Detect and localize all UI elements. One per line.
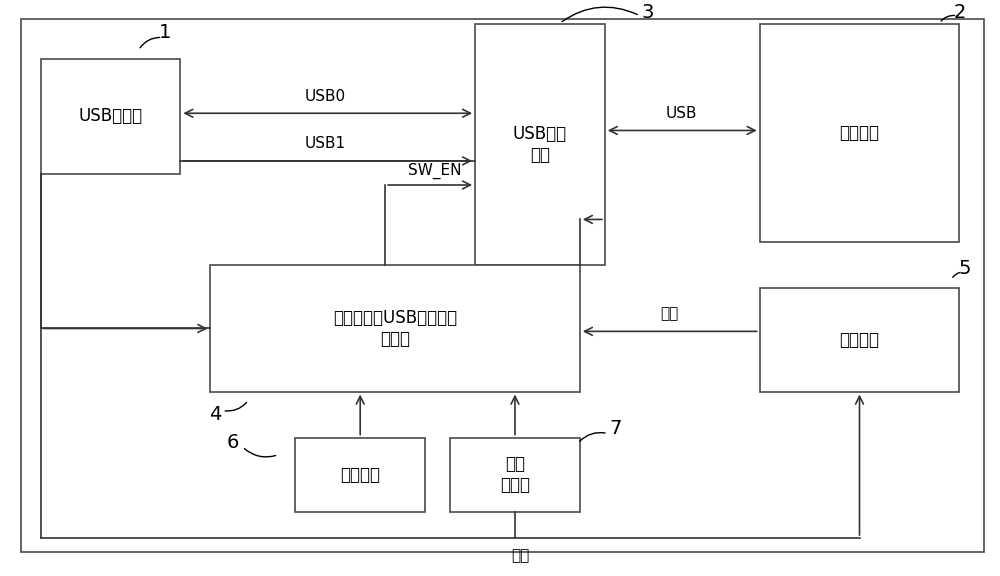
Text: USB转换
芯片: USB转换 芯片	[513, 126, 567, 164]
Text: 供电: 供电	[661, 306, 679, 321]
Text: 无线信号转USB信号的转
换芯片: 无线信号转USB信号的转 换芯片	[333, 309, 457, 348]
Text: 状态
指示灯: 状态 指示灯	[500, 456, 530, 494]
Text: 5: 5	[958, 259, 971, 278]
Text: 控制开关: 控制开关	[340, 466, 380, 484]
Text: 2: 2	[953, 3, 966, 22]
Text: 4: 4	[209, 405, 222, 424]
Text: SW_EN: SW_EN	[408, 162, 462, 179]
Text: 7: 7	[610, 419, 622, 438]
Bar	[475, 24, 605, 266]
Text: USB连接器: USB连接器	[78, 107, 143, 125]
Bar	[760, 24, 959, 242]
Bar	[41, 59, 180, 173]
Text: USB0: USB0	[305, 89, 346, 104]
Text: 3: 3	[642, 3, 654, 22]
Bar	[295, 438, 425, 512]
Text: USB: USB	[666, 106, 697, 121]
Text: 1: 1	[159, 24, 172, 43]
Text: 充电: 充电	[511, 548, 529, 563]
Bar	[210, 266, 580, 392]
Bar	[760, 289, 959, 392]
Text: 电源模块: 电源模块	[840, 331, 880, 349]
Bar	[450, 438, 580, 512]
Text: 6: 6	[226, 433, 239, 452]
Text: 存储模块: 存储模块	[840, 124, 880, 142]
Text: USB1: USB1	[305, 136, 346, 151]
